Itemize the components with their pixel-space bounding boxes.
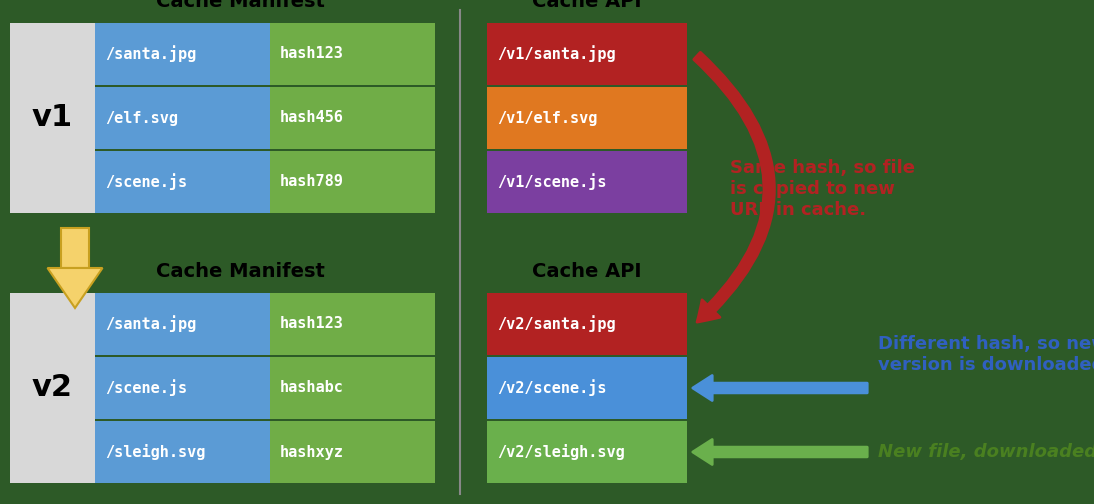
- Text: /sleigh.svg: /sleigh.svg: [105, 444, 206, 460]
- FancyArrowPatch shape: [694, 52, 775, 322]
- Text: /scene.js: /scene.js: [105, 380, 187, 397]
- Text: /elf.svg: /elf.svg: [105, 110, 178, 125]
- Text: hash456: hash456: [280, 110, 344, 125]
- Text: /v1/scene.js: /v1/scene.js: [497, 173, 606, 191]
- Polygon shape: [47, 268, 103, 308]
- Text: hash123: hash123: [280, 46, 344, 61]
- Text: hash789: hash789: [280, 174, 344, 190]
- Bar: [270, 357, 435, 419]
- Bar: [270, 151, 435, 213]
- Bar: [487, 23, 687, 85]
- Text: Cache Manifest: Cache Manifest: [155, 262, 325, 281]
- Bar: [95, 293, 270, 355]
- Bar: [95, 23, 270, 85]
- Bar: [270, 293, 435, 355]
- Text: /v2/scene.js: /v2/scene.js: [497, 380, 606, 397]
- Text: /v1/elf.svg: /v1/elf.svg: [497, 110, 597, 125]
- Text: /v2/santa.jpg: /v2/santa.jpg: [497, 316, 616, 333]
- Bar: [487, 293, 687, 355]
- Bar: [270, 421, 435, 483]
- Text: /scene.js: /scene.js: [105, 173, 187, 191]
- Text: Cache API: Cache API: [533, 0, 642, 11]
- Bar: [487, 151, 687, 213]
- Text: Cache API: Cache API: [533, 262, 642, 281]
- Bar: [270, 23, 435, 85]
- Text: /v2/sleigh.svg: /v2/sleigh.svg: [497, 444, 625, 460]
- Bar: [10, 293, 95, 483]
- Text: hashxyz: hashxyz: [280, 445, 344, 460]
- Bar: [487, 421, 687, 483]
- Bar: [95, 421, 270, 483]
- Text: /santa.jpg: /santa.jpg: [105, 316, 196, 333]
- Text: Same hash, so file
is copied to new
URL in cache.: Same hash, so file is copied to new URL …: [730, 159, 915, 219]
- Bar: [487, 357, 687, 419]
- Polygon shape: [61, 228, 89, 268]
- Text: v2: v2: [32, 373, 73, 403]
- Text: /v1/santa.jpg: /v1/santa.jpg: [497, 45, 616, 62]
- Text: Different hash, so new
version is downloaded.: Different hash, so new version is downlo…: [878, 335, 1094, 374]
- Bar: [270, 87, 435, 149]
- Bar: [10, 23, 95, 213]
- Text: Cache Manifest: Cache Manifest: [155, 0, 325, 11]
- Bar: [487, 87, 687, 149]
- Text: hashabc: hashabc: [280, 381, 344, 396]
- Text: New file, downloaded.: New file, downloaded.: [878, 443, 1094, 461]
- Text: v1: v1: [32, 103, 73, 133]
- Bar: [95, 357, 270, 419]
- Bar: [95, 87, 270, 149]
- FancyArrowPatch shape: [693, 439, 868, 465]
- Text: hash123: hash123: [280, 317, 344, 332]
- FancyArrowPatch shape: [693, 375, 868, 401]
- Text: /santa.jpg: /santa.jpg: [105, 45, 196, 62]
- Bar: [95, 151, 270, 213]
